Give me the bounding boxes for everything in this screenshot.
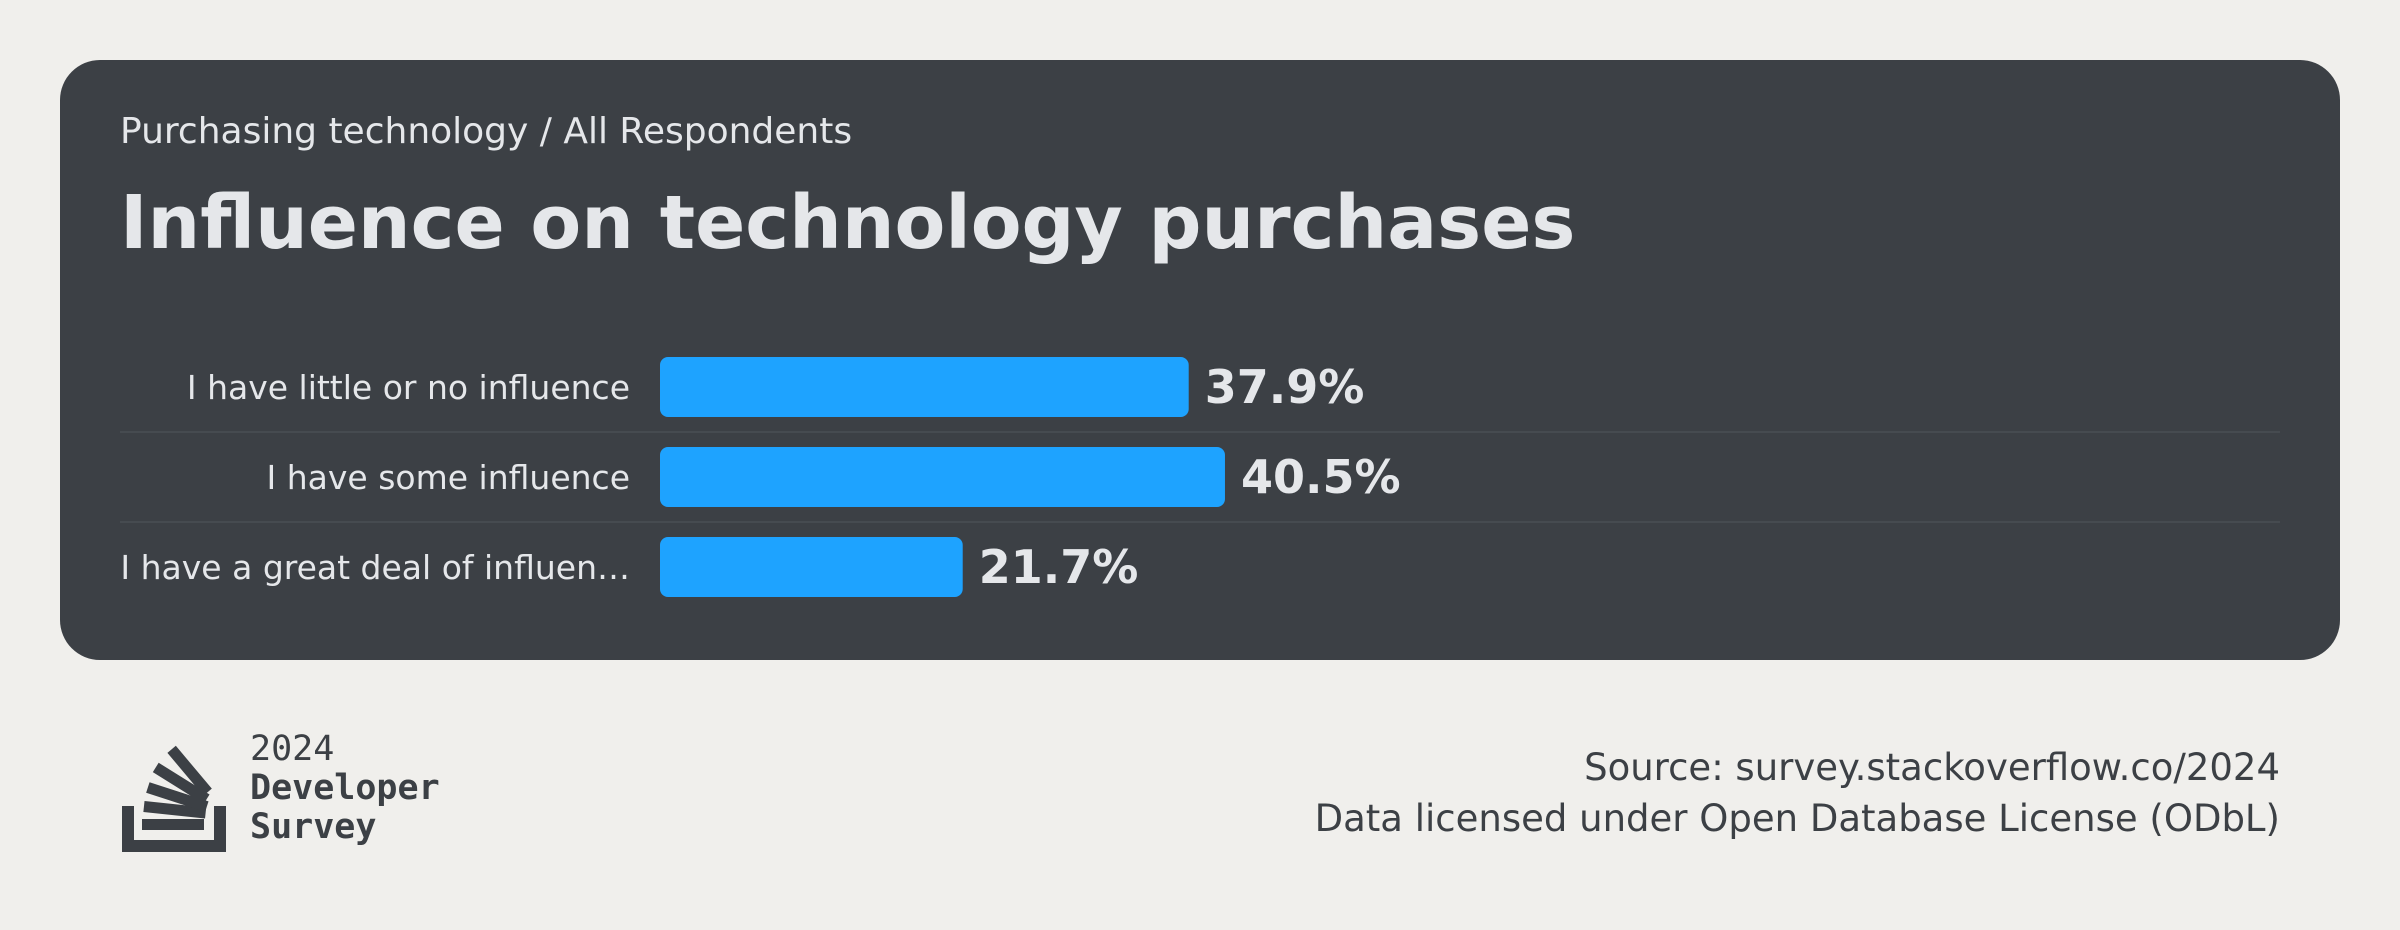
value-label: 40.5%	[1241, 450, 1401, 504]
chart-title: Influence on technology purchases	[120, 180, 1576, 266]
chart-card: Purchasing technology / All Respondents …	[60, 60, 2340, 660]
category-label: I have a great deal of influen…	[120, 548, 630, 587]
bar	[660, 357, 1189, 417]
bar	[660, 447, 1225, 507]
breadcrumb: Purchasing technology / All Respondents	[120, 111, 853, 152]
source-link-text: Source: survey.stackoverflow.co/2024	[1584, 746, 2280, 789]
stack-overflow-logo-icon	[122, 745, 226, 852]
value-label: 21.7%	[979, 540, 1139, 594]
license-text: Data licensed under Open Database Licens…	[1314, 797, 2280, 840]
bar	[660, 537, 963, 597]
brand-line-survey: Survey	[250, 807, 377, 847]
category-label: I have some influence	[267, 458, 630, 497]
category-label: I have little or no influence	[187, 368, 630, 407]
bar-chart: I have little or no influence 37.9% I have…	[120, 357, 2280, 597]
value-label: 37.9%	[1205, 360, 1365, 414]
survey-brand: 2024 Developer Survey	[250, 730, 440, 847]
brand-year: 2024	[250, 729, 335, 769]
brand-line-developer: Developer	[250, 768, 440, 808]
source-notice: Source: survey.stackoverflow.co/2024 Dat…	[1315, 742, 2280, 844]
